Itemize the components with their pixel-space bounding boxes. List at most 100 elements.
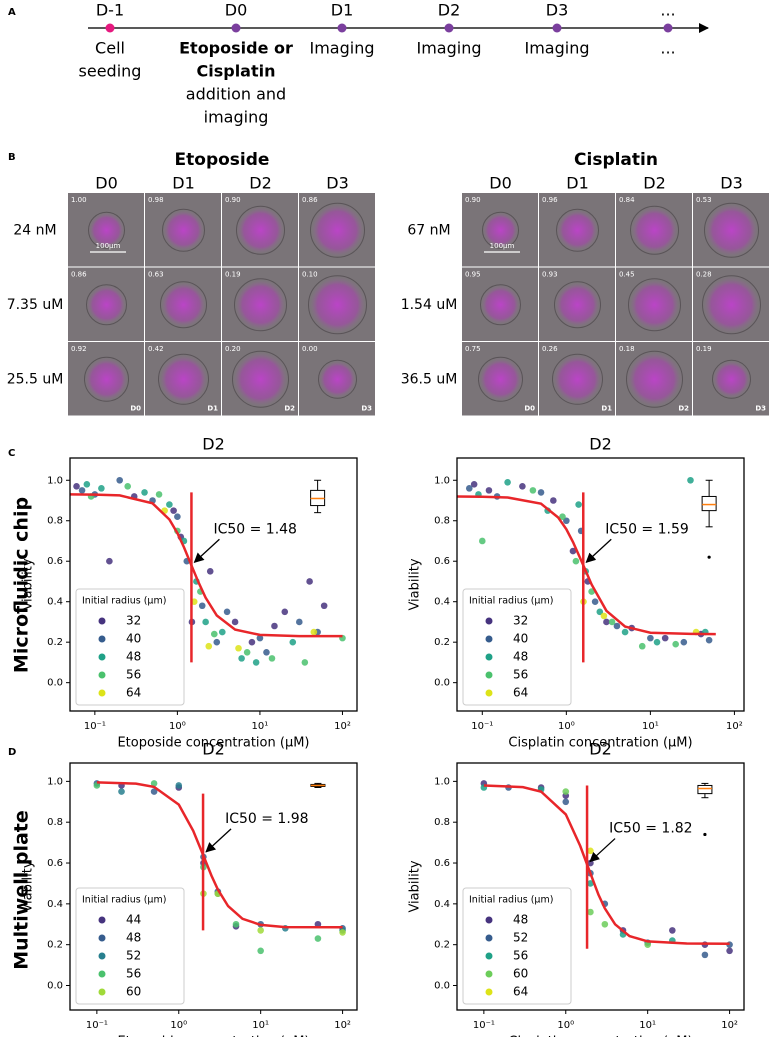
y-axis-label: Viability (21, 860, 36, 912)
spheroid (630, 205, 679, 255)
data-point (205, 642, 213, 650)
data-point (141, 489, 148, 496)
x-tick-label: 10¹ (252, 721, 269, 732)
legend-swatch (98, 653, 106, 661)
data-point (572, 557, 580, 565)
data-point (314, 935, 322, 942)
x-axis-label: Etoposide concentration (µM) (117, 1035, 309, 1037)
box-body (701, 495, 717, 512)
y-axis-label: Viability (408, 860, 423, 912)
legend-label: 40 (513, 632, 528, 646)
viability-label: 0.92 (71, 345, 87, 353)
y-tick-label: 1.0 (434, 776, 450, 787)
data-point (150, 780, 158, 787)
data-point (339, 929, 346, 936)
legend-swatch (98, 671, 106, 679)
legend-label: 48 (513, 913, 528, 927)
spheroid (232, 350, 289, 408)
y-tick-label: 0.8 (434, 516, 450, 527)
data-point (118, 788, 125, 795)
day-header: D3 (720, 174, 743, 193)
legend-swatch (98, 952, 106, 960)
data-point (235, 644, 242, 652)
data-point (257, 947, 264, 955)
viability-label: 0.90 (225, 196, 241, 204)
day-header: D1 (172, 174, 195, 193)
legend-label: 56 (513, 949, 528, 963)
timeline-day: D0 (225, 1, 248, 20)
legend-label: 40 (126, 632, 141, 646)
x-tick-label: 10⁰ (558, 721, 575, 732)
y-tick-label: 1.0 (47, 776, 63, 787)
data-point (485, 487, 493, 494)
y-tick-label: 0.4 (47, 899, 63, 910)
x-tick-label: 10¹ (642, 721, 659, 732)
timeline-dot (444, 23, 454, 33)
legend-label: 48 (126, 931, 141, 945)
data-point (231, 618, 239, 626)
y-tick-label: 0.6 (47, 858, 63, 869)
data-point (257, 927, 264, 934)
data-point (587, 908, 594, 916)
legend-swatch (98, 916, 106, 924)
data-point (175, 782, 183, 789)
legend-title: Initial radius (µm) (82, 895, 166, 906)
data-point (73, 483, 80, 490)
x-tick-label: 10⁰ (169, 721, 186, 732)
drug-title: Etoposide (175, 150, 270, 170)
x-tick-label: 10² (721, 1020, 738, 1031)
data-point (726, 947, 733, 955)
legend-label: 64 (513, 985, 528, 999)
legend-label: 60 (513, 967, 528, 981)
y-tick-label: 0.0 (47, 981, 63, 992)
day-corner: D3 (361, 405, 372, 413)
ic50-arrow (585, 538, 612, 563)
plot-frame (69, 457, 358, 712)
data-point (550, 497, 557, 504)
data-point (621, 628, 629, 636)
data-point (562, 798, 570, 806)
viability-label: 0.00 (302, 345, 318, 353)
fit-curve (483, 784, 730, 945)
day-corner: D1 (601, 405, 612, 413)
data-point (519, 483, 526, 490)
y-tick-label: 1.0 (434, 475, 450, 486)
timeline-day: D1 (331, 1, 354, 20)
data-point (647, 634, 654, 642)
timeline-step: ... (660, 39, 675, 58)
x-axis-label: Cisplatin concentration (µM) (508, 736, 692, 751)
timeline-day: D-1 (96, 1, 124, 20)
legend-swatch (485, 934, 493, 942)
viability-label: 0.63 (148, 271, 164, 279)
viability-label: 0.28 (696, 271, 712, 279)
ic50-label: IC50 = 1.59 (605, 521, 689, 537)
day-header: D0 (489, 174, 512, 193)
day-header: D2 (249, 174, 272, 193)
x-tick-label: 10² (726, 721, 743, 732)
x-tick-label: 10² (334, 721, 351, 732)
data-point (638, 642, 646, 650)
data-point (575, 501, 582, 508)
legend-swatch (98, 617, 106, 625)
timeline-day: D2 (438, 1, 461, 20)
scale-label: 100µm (490, 242, 515, 250)
data-point (562, 788, 570, 795)
x-axis-label: Cisplatin concentration (µM) (508, 1035, 692, 1037)
y-axis-label: Viability (21, 558, 36, 610)
y-tick-label: 0.4 (47, 597, 63, 608)
x-tick-label: 10² (334, 1020, 351, 1031)
y-tick-label: 0.8 (47, 516, 63, 527)
box-flier (707, 555, 711, 559)
legend-label: 52 (126, 949, 141, 963)
timeline-step: seeding (79, 62, 142, 81)
concentration-label: 24 nM (13, 222, 56, 238)
spheroid (308, 275, 367, 335)
data-point (83, 481, 91, 488)
panel-label: B (8, 152, 16, 163)
legend-label: 56 (126, 967, 141, 981)
legend-swatch (485, 952, 493, 960)
viability-label: 0.84 (619, 196, 635, 204)
data-point (106, 557, 113, 565)
data-point (669, 927, 676, 934)
legend-label: 56 (126, 668, 141, 682)
